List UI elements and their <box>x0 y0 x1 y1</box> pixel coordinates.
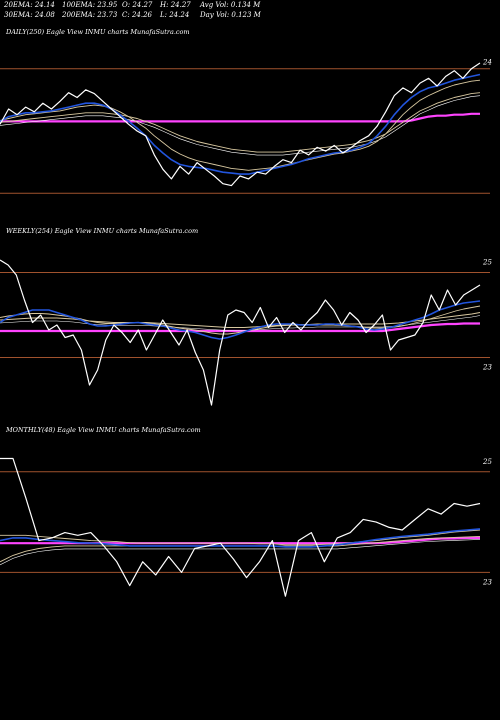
weekly-ema100-line <box>0 312 481 328</box>
daily-ema100-line <box>0 92 481 153</box>
weekly-tick-label: 23 <box>482 364 492 372</box>
header-ema200: 200EMA: 23.73 <box>61 11 118 19</box>
weekly-tick-label: 25 <box>482 259 492 267</box>
weekly-price-line <box>0 259 481 406</box>
weekly-ema30-line <box>0 305 481 335</box>
weekly-ema200-line <box>0 322 480 333</box>
header-open: O: 24.27 <box>122 1 153 9</box>
header-ema30: 30EMA: 24.08 <box>4 11 55 19</box>
monthly-tick-label: 25 <box>482 458 492 466</box>
weekly-ema20-line <box>0 300 481 340</box>
daily-ema20-line <box>0 73 481 175</box>
header-ema100: 100EMA: 23.95 <box>62 1 118 9</box>
daily-ema30-line <box>0 79 481 171</box>
daily-ema100-band-line <box>0 95 481 156</box>
panel-title-weekly: WEEKLY(254) Eagle View INMU charts Munaf… <box>6 227 198 235</box>
daily-price-line <box>0 62 481 187</box>
header-high: H: 24.27 <box>159 1 191 9</box>
daily-tick-label: 24 <box>482 59 492 67</box>
monthly-ema100-band-line <box>0 539 481 566</box>
header-low: L: 24.24 <box>159 11 189 19</box>
daily-ema200-line <box>0 112 480 123</box>
header-ema20: 20EMA: 24.14 <box>3 1 55 9</box>
panel-title-monthly: MONTHLY(48) Eagle View INMU charts Munaf… <box>5 426 201 434</box>
monthly-ema20-line <box>0 528 481 548</box>
header-avg-vol: Avg Vol: 0.134 M <box>199 1 261 9</box>
header-close: C: 24.26 <box>122 11 153 19</box>
monthly-ema30-line <box>0 529 481 546</box>
monthly-tick-label: 23 <box>482 578 492 586</box>
panel-title-daily: DAILY(250) Eagle View INMU charts Munafa… <box>5 28 190 36</box>
header-day-vol: Day Vol: 0.123 M <box>199 11 262 19</box>
monthly-price-line <box>0 457 481 597</box>
